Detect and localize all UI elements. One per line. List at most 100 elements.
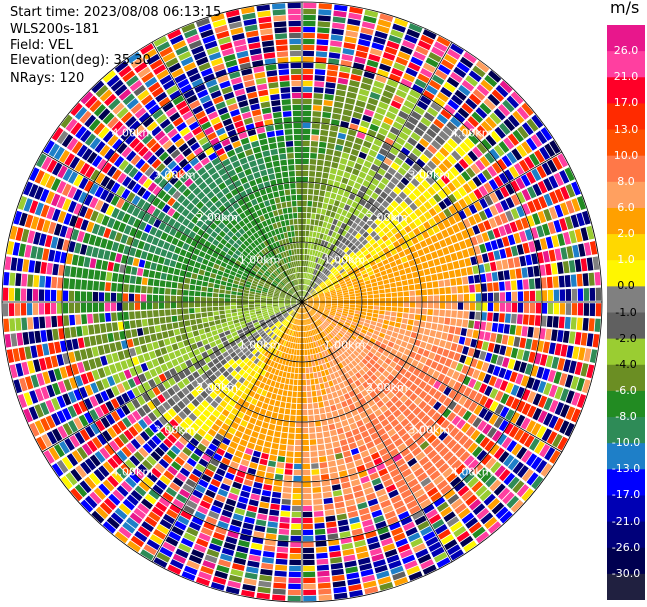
velocity-gate bbox=[21, 273, 28, 287]
velocity-gate bbox=[485, 116, 497, 129]
velocity-gate bbox=[371, 118, 382, 127]
velocity-gate bbox=[560, 202, 570, 216]
velocity-gate bbox=[483, 373, 492, 384]
velocity-gate bbox=[357, 243, 364, 250]
velocity-gate bbox=[488, 179, 499, 191]
velocity-gate bbox=[87, 280, 94, 291]
velocity-gate bbox=[337, 132, 347, 140]
velocity-gate bbox=[370, 278, 377, 284]
velocity-gate bbox=[521, 141, 533, 155]
velocity-gate bbox=[557, 153, 569, 168]
velocity-gate bbox=[309, 310, 314, 316]
velocity-gate bbox=[188, 296, 195, 302]
velocity-gate bbox=[463, 51, 477, 64]
velocity-gate bbox=[355, 302, 362, 305]
velocity-gate bbox=[372, 313, 379, 318]
velocity-gate bbox=[494, 126, 506, 139]
velocity-gate bbox=[558, 275, 565, 288]
velocity-gate bbox=[274, 473, 284, 481]
velocity-gate bbox=[371, 553, 385, 562]
velocity-gate bbox=[258, 433, 266, 441]
velocity-gate bbox=[386, 443, 396, 452]
velocity-gate bbox=[543, 412, 553, 426]
velocity-gate bbox=[291, 336, 295, 343]
velocity-gate bbox=[416, 493, 429, 504]
velocity-gate bbox=[302, 535, 314, 542]
velocity-gate bbox=[303, 32, 315, 39]
velocity-gate bbox=[447, 333, 454, 342]
velocity-gate bbox=[188, 554, 203, 565]
velocity-gate bbox=[311, 475, 320, 481]
velocity-gate bbox=[459, 468, 471, 480]
velocity-gate bbox=[475, 531, 490, 544]
velocity-gate bbox=[387, 341, 395, 348]
velocity-gate bbox=[359, 563, 373, 571]
velocity-gate bbox=[303, 307, 305, 313]
velocity-gate bbox=[332, 107, 343, 115]
velocity-gate bbox=[330, 373, 336, 380]
velocity-gate bbox=[284, 408, 291, 415]
velocity-gate bbox=[481, 362, 490, 372]
velocity-gate bbox=[586, 364, 595, 379]
velocity-gate bbox=[332, 16, 346, 24]
velocity-gate bbox=[115, 341, 123, 351]
velocity-gate bbox=[395, 317, 402, 323]
velocity-gate bbox=[454, 431, 465, 442]
velocity-gate bbox=[306, 306, 311, 310]
velocity-gate bbox=[406, 182, 416, 192]
velocity-gate bbox=[351, 168, 360, 176]
velocity-gate bbox=[413, 227, 421, 236]
velocity-gate bbox=[423, 394, 433, 403]
velocity-gate bbox=[439, 239, 447, 248]
velocity-gate bbox=[316, 278, 321, 284]
velocity-gate bbox=[469, 302, 476, 311]
velocity-gate bbox=[404, 398, 413, 408]
velocity-gate bbox=[400, 323, 407, 330]
velocity-gate bbox=[328, 545, 341, 552]
velocity-gate bbox=[302, 517, 313, 524]
velocity-gate bbox=[349, 6, 363, 15]
velocity-gate bbox=[380, 473, 391, 482]
velocity-gate bbox=[302, 230, 306, 237]
velocity-gate bbox=[333, 200, 340, 207]
velocity-gate bbox=[69, 314, 76, 326]
velocity-gate bbox=[409, 89, 421, 99]
velocity-gate bbox=[292, 493, 302, 500]
velocity-gate bbox=[499, 302, 506, 312]
velocity-gate bbox=[95, 259, 103, 270]
velocity-gate bbox=[487, 363, 495, 375]
velocity-gate bbox=[473, 320, 481, 330]
velocity-gate bbox=[510, 313, 517, 324]
velocity-gate bbox=[326, 521, 337, 528]
velocity-gate bbox=[332, 352, 338, 359]
velocity-gate bbox=[366, 218, 374, 226]
velocity-gate bbox=[264, 371, 270, 378]
velocity-gate bbox=[505, 291, 512, 302]
velocity-gate bbox=[179, 249, 187, 257]
velocity-gate bbox=[208, 543, 222, 552]
velocity-gate bbox=[371, 86, 383, 95]
velocity-gate bbox=[390, 433, 400, 442]
velocity-gate bbox=[346, 134, 355, 143]
velocity-gate bbox=[557, 436, 569, 451]
velocity-gate bbox=[199, 500, 211, 510]
velocity-gate bbox=[396, 312, 403, 318]
velocity-gate bbox=[313, 295, 319, 299]
velocity-gate bbox=[225, 313, 232, 318]
velocity-gate bbox=[237, 288, 244, 293]
velocity-gate bbox=[455, 129, 467, 141]
velocity-gate bbox=[384, 283, 391, 289]
velocity-gate bbox=[200, 307, 207, 313]
velocity-gate bbox=[268, 386, 274, 393]
velocity-gate bbox=[406, 412, 416, 422]
velocity-gate bbox=[327, 317, 333, 322]
velocity-gate bbox=[323, 330, 328, 336]
velocity-gate bbox=[347, 510, 359, 519]
velocity-gate bbox=[476, 84, 490, 97]
velocity-gate bbox=[334, 501, 345, 509]
velocity-gate bbox=[319, 135, 328, 142]
velocity-gate bbox=[322, 221, 328, 228]
velocity-gate bbox=[237, 311, 244, 316]
velocity-gate bbox=[274, 381, 280, 389]
velocity-gate bbox=[380, 499, 392, 509]
